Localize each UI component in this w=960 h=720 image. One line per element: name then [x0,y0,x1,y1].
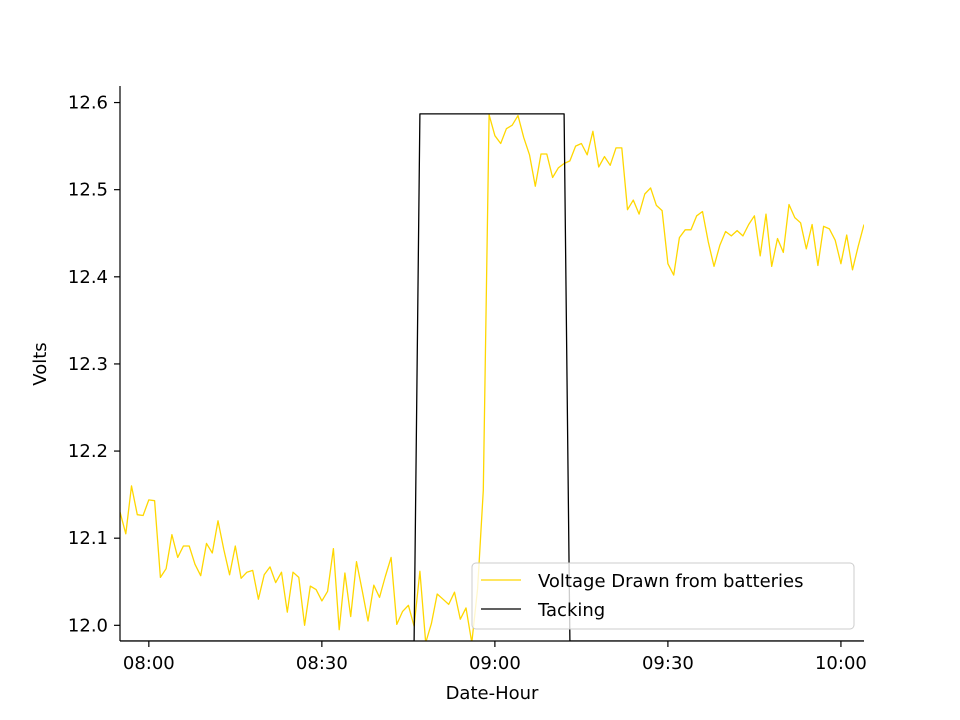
x-axis-label: Date-Hour [446,683,539,704]
y-tick-label: 12.0 [68,615,108,636]
y-tick-label: 12.2 [68,441,108,462]
y-tick-label: 12.4 [68,267,108,288]
y-axis-label: Volts [30,342,51,385]
y-tick-label: 12.5 [68,180,108,201]
x-tick-label: 09:00 [469,653,521,674]
y-tick-label: 12.3 [68,354,108,375]
series-line-voltage [120,114,864,641]
legend: Voltage Drawn from batteries Tacking [471,562,855,630]
y-tick-label: 12.6 [68,93,108,114]
series-line-tacking [120,113,864,641]
x-tick-label: 08:30 [296,653,348,674]
x-axis-ticks: 08:00 08:30 09:00 09:30 10:00 [123,641,867,674]
legend-frame [471,562,855,630]
legend-label-tacking: Tacking [537,600,605,621]
y-axis-ticks: 12.0 12.1 12.2 12.3 12.4 12.5 12.6 [68,93,120,636]
x-tick-label: 09:30 [642,653,694,674]
series-layer [120,113,864,641]
y-tick-label: 12.1 [68,528,108,549]
x-tick-label: 10:00 [815,653,867,674]
legend-label-voltage: Voltage Drawn from batteries [538,571,804,592]
x-tick-label: 08:00 [123,653,175,674]
